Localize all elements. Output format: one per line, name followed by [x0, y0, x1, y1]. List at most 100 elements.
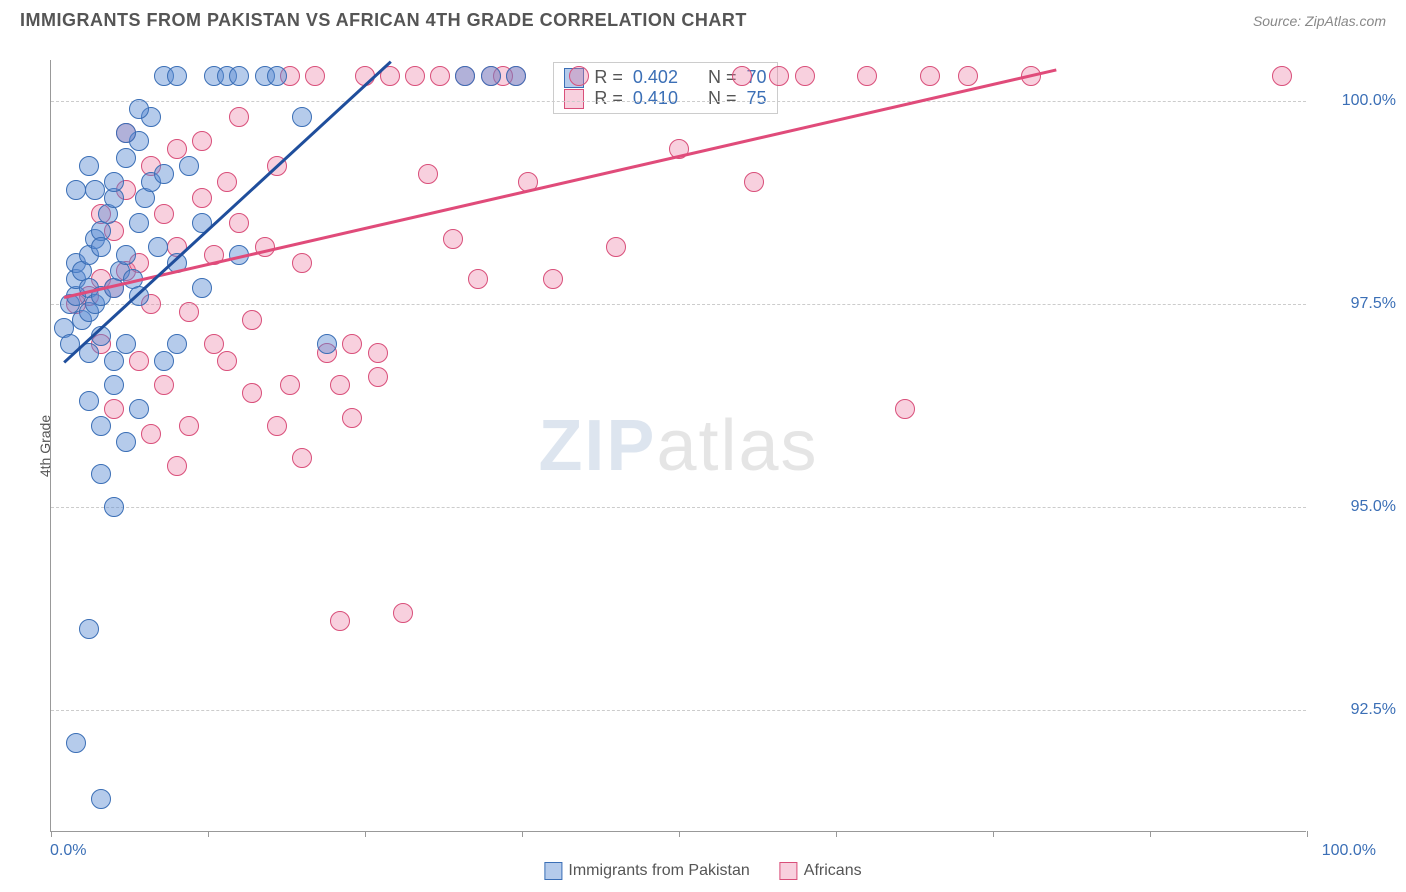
data-point — [154, 204, 174, 224]
data-point — [795, 66, 815, 86]
data-point — [229, 107, 249, 127]
y-tick-label: 97.5% — [1316, 295, 1396, 313]
data-point — [368, 343, 388, 363]
data-point — [104, 351, 124, 371]
data-point — [129, 99, 149, 119]
y-tick-label: 95.0% — [1316, 498, 1396, 516]
data-point — [468, 269, 488, 289]
grid-line — [51, 101, 1306, 102]
legend-label: Africans — [804, 862, 862, 879]
data-point — [569, 66, 589, 86]
data-point — [167, 66, 187, 86]
legend-bottom: Immigrants from Pakistan Africans — [544, 862, 861, 880]
x-axis-min-label: 0.0% — [50, 842, 86, 860]
data-point — [217, 351, 237, 371]
data-point — [430, 66, 450, 86]
data-point — [129, 286, 149, 306]
data-point — [192, 131, 212, 151]
legend-swatch — [544, 862, 562, 880]
data-point — [192, 278, 212, 298]
data-point — [330, 375, 350, 395]
data-point — [267, 416, 287, 436]
data-point — [958, 66, 978, 86]
data-point — [242, 383, 262, 403]
data-point — [393, 603, 413, 623]
data-point — [104, 375, 124, 395]
data-point — [154, 375, 174, 395]
x-tick — [1150, 831, 1151, 837]
y-tick-label: 100.0% — [1316, 92, 1396, 110]
data-point — [116, 148, 136, 168]
legend-item: Immigrants from Pakistan — [544, 862, 749, 880]
data-point — [91, 464, 111, 484]
data-point — [229, 213, 249, 233]
stats-r-value: 0.402 — [633, 67, 678, 88]
data-point — [292, 448, 312, 468]
data-point — [368, 367, 388, 387]
data-point — [66, 180, 86, 200]
data-point — [481, 66, 501, 86]
data-point — [280, 375, 300, 395]
grid-line — [51, 304, 1306, 305]
stats-r-label: R = — [594, 67, 623, 88]
legend-swatch — [780, 862, 798, 880]
data-point — [141, 424, 161, 444]
data-point — [506, 66, 526, 86]
data-point — [179, 156, 199, 176]
data-point — [305, 66, 325, 86]
data-point — [66, 733, 86, 753]
x-tick — [365, 831, 366, 837]
data-point — [418, 164, 438, 184]
stats-row: R = 0.410N = 75 — [564, 88, 766, 109]
data-point — [148, 237, 168, 257]
data-point — [330, 611, 350, 631]
data-point — [744, 172, 764, 192]
data-point — [167, 456, 187, 476]
grid-line — [51, 710, 1306, 711]
data-point — [920, 66, 940, 86]
x-tick — [836, 831, 837, 837]
data-point — [732, 66, 752, 86]
data-point — [116, 123, 136, 143]
data-point — [443, 229, 463, 249]
data-point — [242, 310, 262, 330]
data-point — [129, 213, 149, 233]
data-point — [217, 172, 237, 192]
data-point — [857, 66, 877, 86]
data-point — [543, 269, 563, 289]
data-point — [91, 416, 111, 436]
data-point — [104, 497, 124, 517]
data-point — [154, 164, 174, 184]
data-point — [229, 66, 249, 86]
stats-n-label: N = — [708, 88, 737, 109]
x-tick — [51, 831, 52, 837]
data-point — [405, 66, 425, 86]
data-point — [204, 334, 224, 354]
chart-title: IMMIGRANTS FROM PAKISTAN VS AFRICAN 4TH … — [20, 10, 747, 31]
legend-label: Immigrants from Pakistan — [568, 862, 749, 879]
stats-swatch — [564, 89, 584, 109]
data-point — [85, 180, 105, 200]
data-point — [179, 416, 199, 436]
x-tick — [1307, 831, 1308, 837]
data-point — [192, 188, 212, 208]
data-point — [1272, 66, 1292, 86]
data-point — [317, 334, 337, 354]
chart-source: Source: ZipAtlas.com — [1253, 13, 1386, 29]
data-point — [79, 156, 99, 176]
x-tick — [993, 831, 994, 837]
x-axis-max-label: 100.0% — [1322, 842, 1376, 860]
data-point — [292, 253, 312, 273]
data-point — [769, 66, 789, 86]
data-point — [342, 334, 362, 354]
data-point — [455, 66, 475, 86]
watermark-atlas: atlas — [656, 406, 818, 486]
data-point — [267, 66, 287, 86]
data-point — [129, 351, 149, 371]
data-point — [129, 399, 149, 419]
data-point — [79, 619, 99, 639]
watermark: ZIPatlas — [538, 405, 818, 487]
data-point — [116, 245, 136, 265]
stats-r-value: 0.410 — [633, 88, 678, 109]
grid-line — [51, 507, 1306, 508]
